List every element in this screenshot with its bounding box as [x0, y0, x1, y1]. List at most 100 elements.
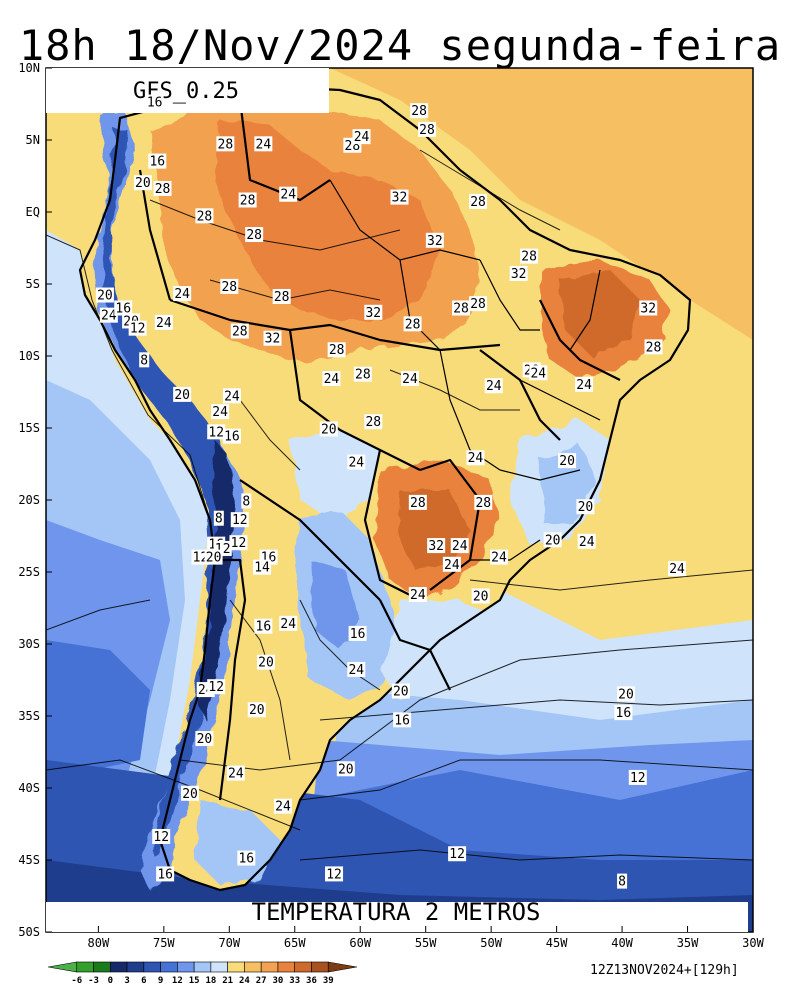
- contour-label: 12: [208, 425, 224, 440]
- contour-label: 14: [254, 561, 270, 576]
- contour-label-bg: [156, 866, 175, 882]
- contour-label-bg: [469, 296, 488, 312]
- contour-label-bg: [216, 136, 235, 152]
- colorbar-label: 12: [172, 976, 183, 986]
- contour-label-bg: [347, 661, 366, 677]
- contour-label: 28: [240, 193, 256, 208]
- lat-tick-label: 35S: [18, 709, 40, 723]
- contour-label-bg: [348, 625, 367, 641]
- colorbar-swatch: [177, 961, 195, 973]
- contour-label: 20: [618, 687, 634, 702]
- contour-label: 16: [149, 155, 165, 170]
- contour-label-bg: [639, 300, 658, 316]
- contour-label: 32: [428, 539, 444, 554]
- contour-label-bg: [576, 499, 595, 515]
- contour-label: 20: [559, 454, 575, 469]
- contour-label: 16: [256, 620, 272, 635]
- colorbar-swatch: [327, 961, 358, 973]
- lon-tick-label: 40W: [611, 936, 633, 950]
- contour-label-bg: [95, 287, 114, 303]
- contour-label-bg: [237, 850, 256, 866]
- contour-label: 24: [444, 558, 460, 573]
- contour-label-bg: [469, 193, 488, 209]
- contour-label-bg: [173, 386, 192, 402]
- contour-label-bg: [148, 153, 167, 169]
- contour-label-bg: [247, 702, 266, 718]
- contour-label-bg: [230, 512, 249, 528]
- lat-tick-label: 30S: [18, 637, 40, 651]
- contour-label: 28: [405, 317, 421, 332]
- contour-label-bg: [617, 873, 628, 889]
- contour-label: 24: [491, 551, 507, 566]
- contour-label-bg: [256, 654, 275, 670]
- colorbar-label: 33: [289, 976, 300, 986]
- contour-label-bg: [509, 265, 528, 281]
- contour-label: 28: [521, 250, 537, 265]
- contour-label: 28: [246, 228, 262, 243]
- colorbar-label: 9: [158, 976, 163, 986]
- contour-label: 12: [630, 771, 646, 786]
- contour-label: 24: [212, 405, 228, 420]
- contour-label: 32: [511, 267, 527, 282]
- contour-label: 28: [470, 195, 486, 210]
- contour-label: 16: [238, 852, 254, 867]
- contour-label: 24: [452, 539, 468, 554]
- contour-label-bg: [400, 371, 419, 387]
- contour-label: 12: [130, 322, 146, 337]
- contour-label: 16: [157, 867, 173, 882]
- contour-label: 24: [228, 767, 244, 782]
- contour-label: 20: [174, 388, 190, 403]
- contour-label: 16: [394, 713, 410, 728]
- contour-label-bg: [229, 535, 248, 551]
- contour-label: 20: [321, 422, 337, 437]
- colorbar: -6 -3 0 3 6 9 12 15 18 21 24 27 30 33 36 39: [47, 961, 358, 986]
- colorbar-swatch: [294, 961, 312, 973]
- contour-label-bg: [325, 866, 344, 882]
- contour-label-bg: [577, 533, 596, 549]
- contour-label: 24: [256, 137, 272, 152]
- contour-label-bg: [644, 339, 663, 355]
- contour-label-bg: [543, 532, 562, 548]
- latitude-axis: 10N 5N EQ 5S 10S 15S 20S 25S 30S 35S 40S 45S 50S: [18, 61, 52, 939]
- contour-label-bg: [617, 686, 636, 702]
- lon-tick-label: 35W: [677, 936, 699, 950]
- contour-label-bg: [558, 453, 577, 469]
- contour-label: 28: [274, 290, 290, 305]
- contour-label: 24: [530, 366, 546, 381]
- contour-label-bg: [181, 785, 200, 801]
- contour-label: 32: [265, 332, 281, 347]
- contour-label-bg: [139, 352, 150, 368]
- contour-label: 32: [365, 306, 381, 321]
- colorbar-label: -6: [71, 976, 82, 986]
- contour-label: 8: [140, 353, 148, 368]
- contour-label: 20: [338, 762, 354, 777]
- contour-label-bg: [253, 559, 272, 575]
- colorbar-label: 21: [222, 976, 233, 986]
- colorbar-label: 18: [205, 976, 216, 986]
- lat-tick-label: 5N: [26, 133, 40, 147]
- contour-label: 12: [193, 551, 209, 566]
- contour-label: 20: [545, 533, 561, 548]
- contour-label: 16: [147, 96, 163, 111]
- lat-tick-label: 40S: [18, 781, 40, 795]
- contour-label: 20: [393, 685, 409, 700]
- contour-label-bg: [529, 365, 548, 381]
- contour-label-bg: [364, 304, 383, 320]
- contour-label: 24: [224, 389, 240, 404]
- lon-tick-label: 70W: [218, 936, 240, 950]
- contour-label-bg: [207, 679, 226, 695]
- contour-label: 28: [453, 301, 469, 316]
- lon-tick-label: 50W: [480, 936, 502, 950]
- contour-label: 24: [486, 379, 502, 394]
- colorbar-label: 3: [124, 976, 129, 986]
- colorbar-label: 24: [239, 976, 250, 986]
- contour-label-bg: [353, 366, 372, 382]
- contour-label: 20: [258, 656, 274, 671]
- contour-label-bg: [575, 376, 594, 392]
- lat-tick-label: EQ: [26, 205, 40, 219]
- contour-label: 28: [218, 137, 234, 152]
- lon-tick-label: 65W: [284, 936, 306, 950]
- contour-label: 24: [669, 562, 685, 577]
- contour-label-bg: [408, 494, 427, 510]
- contour-label-bg: [319, 421, 338, 437]
